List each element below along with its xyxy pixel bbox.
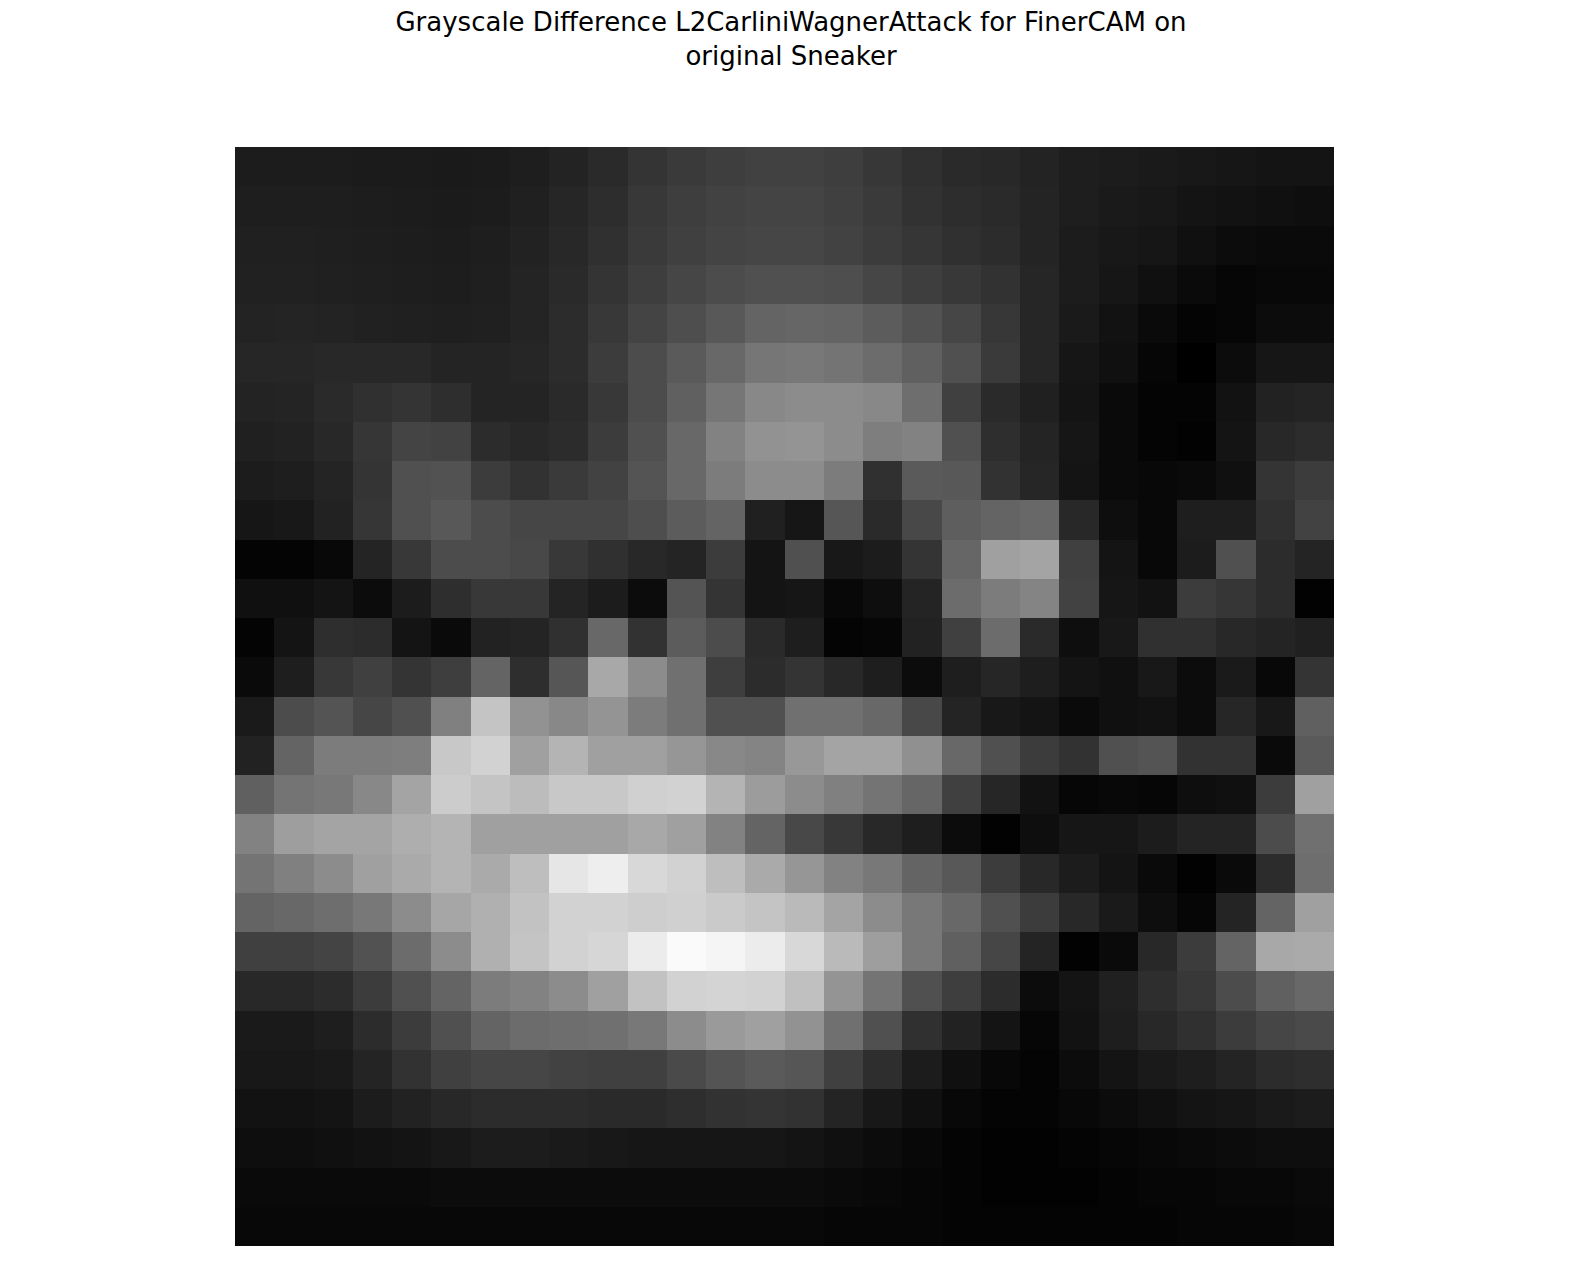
svg-text:Grayscale Difference L2Carlini: Grayscale Difference L2CarliniWagnerAtta… bbox=[395, 7, 1186, 71]
